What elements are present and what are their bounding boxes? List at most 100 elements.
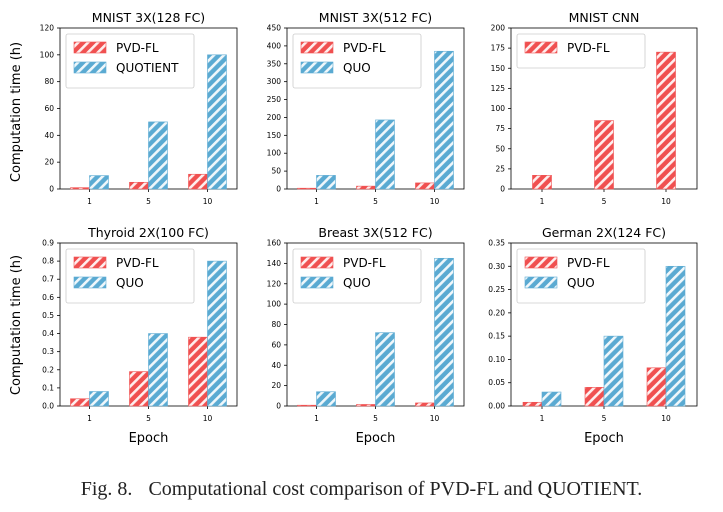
y-tick-label: 0.20 <box>488 308 505 317</box>
bar-pvd-fl-1 <box>70 187 90 190</box>
x-axis-label: Epoch <box>584 431 624 446</box>
x-tick-label: 10 <box>430 197 440 206</box>
bar-quo-5 <box>375 332 395 407</box>
bar-pvd-fl-1 <box>522 401 543 407</box>
x-axis-label: Epoch <box>129 431 169 446</box>
y-tick-label: 0.2 <box>42 365 54 374</box>
chart-title: Thyroid 2X(100 FC) <box>87 225 209 240</box>
x-tick-label: 5 <box>373 197 378 206</box>
y-tick-label: 50 <box>271 167 281 176</box>
bar-quo-5 <box>603 335 624 407</box>
legend-label: QUO <box>343 61 371 75</box>
y-tick-label: 250 <box>267 95 282 104</box>
y-tick-label: 100 <box>267 300 282 309</box>
x-tick-label: 10 <box>661 414 671 423</box>
chart-panel-4: Thyroid 2X(100 FC) 0.0 0.1 0.2 0.3 0.4 0.5 0.6 0… <box>42 225 238 446</box>
bar-pvd-fl-10 <box>415 402 435 407</box>
y-tick-label: 0.8 <box>42 257 54 266</box>
bar-quo-10 <box>434 50 454 190</box>
legend-label: PVD-FL <box>343 256 386 270</box>
bar-pvd-fl-5 <box>129 371 149 407</box>
y-tick-label: 0.30 <box>488 262 505 271</box>
legend-swatch <box>300 41 334 54</box>
bar-pvd-fl-10 <box>646 367 667 407</box>
x-tick-label: 10 <box>203 197 213 206</box>
y-tick-label: 200 <box>491 24 506 33</box>
bar-pvd-fl-1 <box>297 187 317 190</box>
y-tick-label: 80 <box>44 77 54 86</box>
y-tick-label: 20 <box>271 381 281 390</box>
legend-label: QUO <box>116 276 144 290</box>
bar-quo-5 <box>148 121 168 190</box>
chart-title: MNIST 3X(128 FC) <box>92 10 205 25</box>
bar-pvd-fl-5 <box>356 185 376 190</box>
legend-swatch <box>524 41 558 54</box>
y-tick-label: 80 <box>271 320 281 329</box>
y-tick-label: 0 <box>276 185 281 194</box>
legend-swatch <box>300 276 334 289</box>
y-tick-label: 50 <box>495 144 505 153</box>
bar-quo-5 <box>375 119 395 190</box>
y-tick-label: 100 <box>491 104 506 113</box>
y-tick-label: 150 <box>267 131 282 140</box>
x-tick-label: 5 <box>602 414 607 423</box>
y-axis-label-top: Computation time (h) <box>9 42 24 182</box>
y-tick-label: 400 <box>267 41 282 50</box>
chart-title: MNIST CNN <box>569 10 640 25</box>
legend-label: PVD-FL <box>116 256 159 270</box>
legend-swatch <box>73 256 107 269</box>
x-tick-label: 10 <box>661 197 671 206</box>
figure-caption: Fig. 8. Computational cost comparison of … <box>0 478 723 501</box>
bar-pvd-fl-10 <box>656 51 676 190</box>
y-tick-label: 120 <box>40 24 55 33</box>
legend-label: QUO <box>567 276 595 290</box>
bar-quo-1 <box>316 175 336 190</box>
legend-label: QUOTIENT <box>116 61 179 75</box>
y-tick-label: 0.35 <box>488 239 505 248</box>
legend-label: QUO <box>343 276 371 290</box>
y-tick-label: 20 <box>44 158 54 167</box>
y-tick-label: 150 <box>491 64 506 73</box>
y-tick-label: 200 <box>267 113 282 122</box>
legend-swatch <box>300 61 334 74</box>
y-tick-label: 0.1 <box>42 383 54 392</box>
y-tick-label: 0.4 <box>42 329 54 338</box>
x-tick-label: 1 <box>314 414 319 423</box>
x-tick-label: 1 <box>540 414 545 423</box>
x-tick-label: 1 <box>87 197 92 206</box>
y-tick-label: 125 <box>491 84 506 93</box>
x-tick-label: 1 <box>87 414 92 423</box>
y-tick-label: 100 <box>267 149 282 158</box>
chart-title: Breast 3X(512 FC) <box>318 225 432 240</box>
chart-panel-5: Breast 3X(512 FC) 0 20 40 60 80 100 120 140 160 1 5… <box>267 225 465 446</box>
bar-quo-10 <box>434 257 454 407</box>
bar-pvd-fl-1 <box>297 404 317 407</box>
x-tick-label: 5 <box>146 414 151 423</box>
y-tick-label: 40 <box>271 361 281 370</box>
chart-panel-2: MNIST 3X(512 FC) 0 50 100 150 200 250 300 350 400… <box>267 10 465 206</box>
y-tick-label: 0 <box>49 185 54 194</box>
y-tick-label: 300 <box>267 77 282 86</box>
legend-label: PVD-FL <box>567 256 610 270</box>
caption-text: Computational cost comparison of PVD-FL … <box>148 478 643 500</box>
bar-pvd-fl-5 <box>356 404 376 407</box>
legend-label: PVD-FL <box>343 41 386 55</box>
chart-panel-6: German 2X(124 FC) 0.00 0.05 0.10 0.15 0.20 0.2… <box>488 225 698 446</box>
y-tick-label: 25 <box>495 164 505 173</box>
legend-swatch <box>73 276 107 289</box>
y-tick-label: 0.25 <box>488 285 505 294</box>
legend-swatch <box>300 256 334 269</box>
chart-panel-1: MNIST 3X(128 FC) 0 20 40 60 80 100 120 1 5 10 PVD-F… <box>40 10 238 206</box>
y-axis-label-bottom: Computation time (h) <box>9 255 24 395</box>
bar-quo-10 <box>207 260 227 407</box>
y-tick-label: 0.15 <box>488 332 505 341</box>
x-tick-label: 10 <box>203 414 213 423</box>
bar-quo-5 <box>148 333 168 407</box>
y-tick-label: 160 <box>267 239 282 248</box>
y-tick-label: 0.5 <box>42 311 54 320</box>
legend-swatch <box>524 256 558 269</box>
y-tick-label: 0.05 <box>488 378 505 387</box>
y-tick-label: 0.7 <box>42 275 54 284</box>
